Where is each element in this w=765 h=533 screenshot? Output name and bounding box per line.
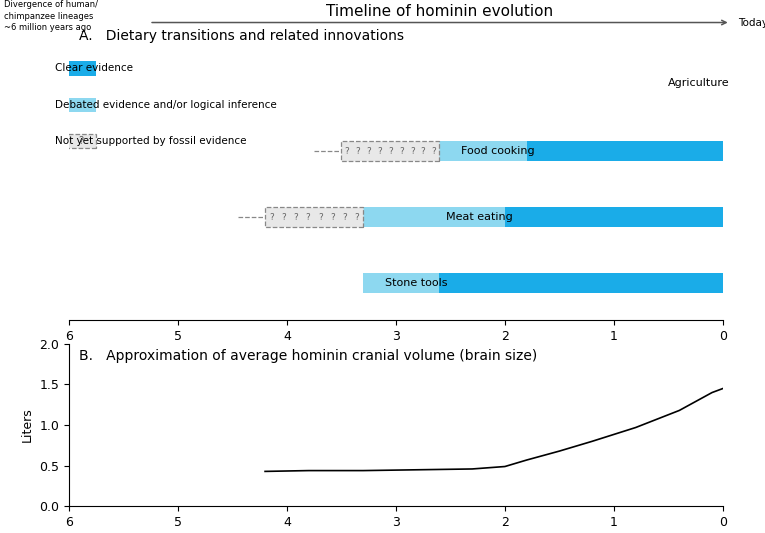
Text: ?: ? — [330, 213, 335, 222]
Bar — [66, 98, 96, 112]
Bar — [66, 134, 96, 149]
Text: Stone tools: Stone tools — [385, 278, 447, 288]
Text: Divergence of human/
chimpanzee lineages
~6 million years ago: Divergence of human/ chimpanzee lineages… — [4, 1, 98, 32]
Text: Meat eating: Meat eating — [446, 212, 513, 222]
Text: ?: ? — [410, 147, 415, 156]
Text: ?: ? — [421, 147, 425, 156]
Text: ?: ? — [431, 147, 436, 156]
Text: Not yet supported by fossil evidence: Not yet supported by fossil evidence — [54, 136, 246, 146]
Text: ?: ? — [399, 147, 404, 156]
Bar — [265, 207, 363, 227]
Text: Food cooking: Food cooking — [461, 146, 534, 156]
Bar — [363, 273, 439, 293]
Text: ?: ? — [318, 213, 323, 222]
Text: ?: ? — [344, 147, 349, 156]
Y-axis label: Liters: Liters — [21, 408, 34, 442]
Text: ?: ? — [377, 147, 382, 156]
Text: ?: ? — [306, 213, 311, 222]
Text: ?: ? — [355, 213, 360, 222]
Text: Debated evidence and/or logical inference: Debated evidence and/or logical inferenc… — [54, 100, 276, 110]
X-axis label: Millions of years ago: Millions of years ago — [331, 348, 461, 361]
Bar — [439, 141, 526, 161]
Text: ?: ? — [281, 213, 286, 222]
Text: Today: Today — [738, 18, 765, 28]
Bar — [505, 207, 723, 227]
Text: ?: ? — [356, 147, 360, 156]
Text: ?: ? — [293, 213, 298, 222]
Bar — [341, 141, 439, 161]
Text: ?: ? — [366, 147, 371, 156]
Text: ?: ? — [343, 213, 347, 222]
Text: ?: ? — [388, 147, 392, 156]
Text: Timeline of hominin evolution: Timeline of hominin evolution — [327, 4, 553, 19]
Text: B.   Approximation of average hominin cranial volume (brain size): B. Approximation of average hominin cran… — [79, 349, 537, 362]
Bar — [363, 207, 505, 227]
Text: A.   Dietary transitions and related innovations: A. Dietary transitions and related innov… — [79, 29, 404, 43]
Text: ?: ? — [269, 213, 274, 222]
Text: ?: ? — [78, 136, 83, 146]
Bar — [66, 61, 96, 76]
Text: Agriculture: Agriculture — [668, 78, 730, 88]
Text: Clear evidence: Clear evidence — [54, 63, 132, 74]
Bar — [439, 273, 723, 293]
Bar — [526, 141, 723, 161]
